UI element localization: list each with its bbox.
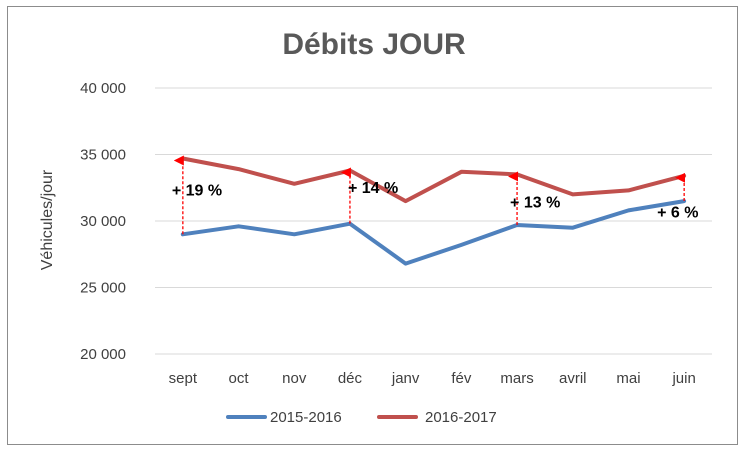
series-line [180, 199, 687, 266]
x-tick-label: juin [671, 370, 695, 387]
x-tick-label: déc [338, 370, 363, 387]
y-tick-label: 30 000 [80, 213, 126, 230]
annotation-label: + 14 % [348, 180, 398, 197]
y-tick-label: 40 000 [80, 80, 126, 97]
x-tick-label: janv [391, 370, 420, 387]
y-tick-label: 35 000 [80, 147, 126, 164]
x-tick-label: mars [500, 370, 533, 387]
y-tick-labels: 20 000 25 000 30 000 35 000 40 000 [80, 80, 126, 363]
legend: 2015-2016 2016-2017 [226, 409, 497, 426]
x-tick-label: nov [282, 370, 307, 387]
x-tick-label: avril [559, 370, 587, 387]
series-line [180, 156, 687, 204]
annotation-label: + 19 % [172, 182, 222, 199]
gridlines [155, 87, 712, 355]
x-tick-labels: sept oct nov déc janv fév mars avril mai juin [169, 370, 696, 387]
series-lines [180, 156, 687, 266]
x-tick-label: mai [616, 370, 640, 387]
x-tick-label: sept [169, 370, 198, 387]
annotation-label: + 6 % [657, 204, 698, 221]
x-tick-label: oct [229, 370, 250, 387]
annotation-label: + 13 % [510, 195, 560, 212]
chart-title: Débits JOUR [282, 28, 466, 61]
y-tick-label: 20 000 [80, 346, 126, 363]
y-axis-label: Véhicules/jour [39, 169, 56, 270]
y-tick-label: 25 000 [80, 280, 126, 297]
x-tick-label: fév [451, 370, 472, 387]
legend-label: 2015-2016 [270, 409, 342, 426]
annotations: + 19 % + 14 % + 13 % + 6 % [172, 155, 699, 235]
legend-label: 2016-2017 [425, 409, 497, 426]
chart-frame [7, 6, 738, 445]
